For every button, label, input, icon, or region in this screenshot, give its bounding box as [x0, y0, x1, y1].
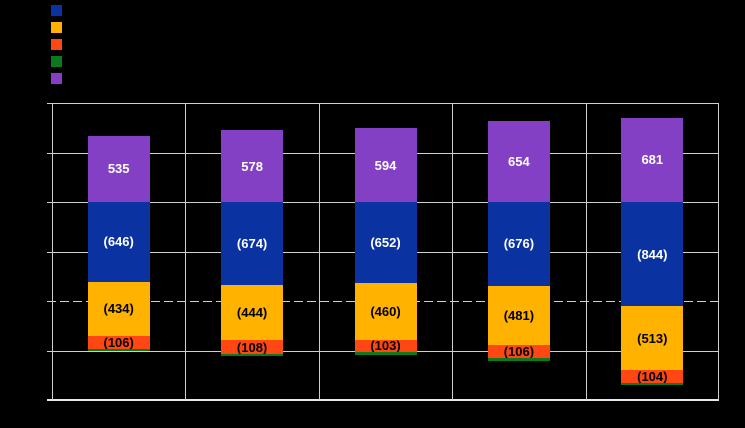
bar-segment-series-orange: (106): [87, 334, 150, 350]
bar-segment-label: (646): [103, 234, 134, 250]
bar-segment-label: 681: [641, 152, 664, 168]
bar-segment-label: (108): [236, 339, 268, 355]
bar-segment-label: 535: [107, 161, 130, 177]
bar-segment-series-purple: 578: [221, 130, 284, 202]
plot-area: (646) (434) (106) 535 (674) (444) (108) 578 (652…: [47, 103, 719, 401]
bar-segment-label: (103): [370, 338, 401, 354]
bar-segment-series-purple: 535: [87, 135, 150, 202]
bar-segment-label: (513): [637, 330, 668, 346]
legend-item: [51, 39, 68, 50]
bar-segment-series-orange: (103): [354, 338, 417, 354]
bar-segment-series-amber: (460): [354, 282, 417, 340]
gridline-vertical: [185, 103, 186, 400]
bar-segment-series-blue: (676): [487, 202, 550, 286]
legend-swatch-icon: [51, 22, 62, 33]
bar-segment-label: (652): [370, 234, 401, 250]
bar-segment-series-blue: (844): [621, 202, 684, 307]
bar-segment-label: 578: [241, 158, 263, 174]
x-axis-line: [47, 399, 719, 401]
bar-segment-label: 594: [374, 157, 397, 173]
bar-segment-series-orange: (104): [621, 368, 684, 384]
bar-segment-label: (444): [236, 305, 268, 321]
legend-item: [51, 5, 68, 16]
bar-segment-series-purple: 681: [621, 117, 684, 202]
gridline-horizontal: [47, 103, 719, 104]
bar-segment-series-orange: (106): [487, 344, 550, 360]
legend-swatch-icon: [51, 5, 62, 16]
bar-segment-label: 654: [508, 154, 530, 170]
legend-swatch-icon: [51, 73, 62, 84]
bar-segment-label: (434): [103, 301, 134, 317]
chart-legend: [51, 5, 68, 84]
bar-segment-label: (676): [503, 236, 535, 252]
bar-segment-label: (106): [103, 334, 134, 350]
bar-segment-series-orange: (108): [221, 339, 284, 355]
bar-segment-label: (460): [370, 303, 401, 319]
bar-segment-series-amber: (434): [87, 281, 150, 336]
bar-segment-label: (104): [637, 368, 668, 384]
legend-swatch-icon: [51, 56, 62, 67]
plot-border-vertical: [52, 103, 53, 400]
gridline-vertical: [452, 103, 453, 400]
bar-segment-series-green: [354, 352, 417, 355]
legend-item: [51, 73, 68, 84]
legend-item: [51, 22, 68, 33]
gridline-vertical: [586, 103, 587, 400]
bar-segment-label: (106): [503, 344, 535, 360]
bar-segment-series-amber: (513): [621, 306, 684, 370]
gridline-vertical: [319, 103, 320, 400]
bar-segment-series-blue: (652): [354, 202, 417, 283]
bar-segment-series-purple: 594: [354, 128, 417, 202]
bar-segment-series-blue: (646): [87, 202, 150, 282]
bar-segment-label: (481): [503, 307, 535, 323]
legend-swatch-icon: [51, 39, 62, 50]
bar-segment-series-green: [621, 382, 684, 386]
bar-segment-series-amber: (481): [487, 285, 550, 346]
bar-segment-series-blue: (674): [221, 202, 284, 286]
bar-segment-series-green: [221, 353, 284, 356]
plot-border-vertical: [718, 103, 719, 400]
bar-segment-label: (674): [236, 236, 268, 252]
bar-segment-series-green: [87, 348, 150, 351]
bar-segment-series-green: [487, 358, 550, 361]
bar-segment-series-purple: 654: [487, 121, 550, 202]
bar-segment-series-amber: (444): [221, 285, 284, 341]
bar-segment-label: (844): [637, 246, 668, 262]
legend-item: [51, 56, 68, 67]
